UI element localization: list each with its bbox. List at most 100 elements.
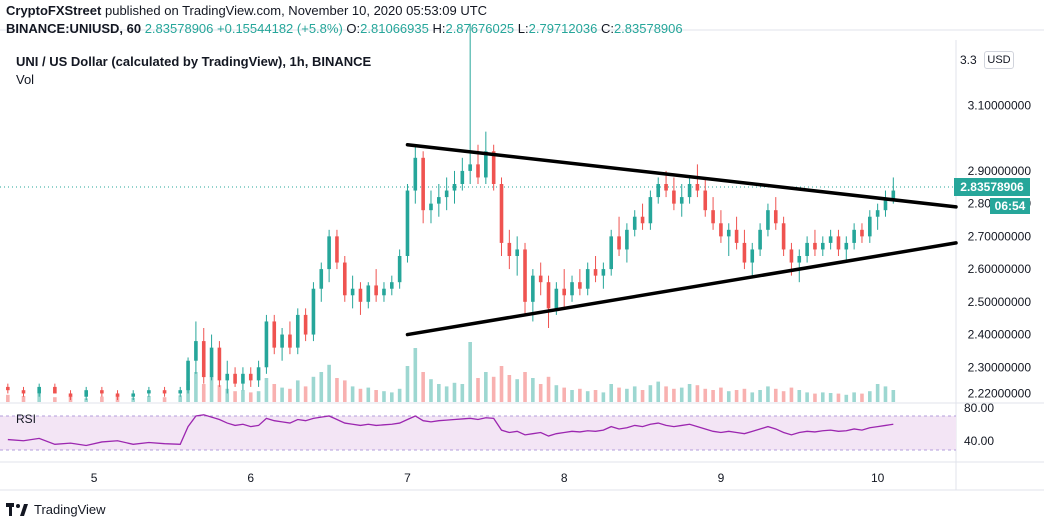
- candle-body: [875, 210, 880, 217]
- candle-body: [750, 249, 755, 263]
- y-tick-label: 2.22000000: [968, 386, 1032, 400]
- volume-bar: [6, 394, 10, 402]
- volume-bar: [703, 388, 708, 402]
- candle-body: [374, 285, 378, 296]
- x-tick-label: 6: [247, 471, 254, 485]
- candle-body: [84, 390, 88, 397]
- candle-body: [413, 157, 418, 191]
- published-text: published on TradingView.com, November 1…: [104, 3, 488, 18]
- candle-body: [335, 236, 339, 263]
- volume-bar: [217, 385, 222, 402]
- ohlc-line: BINANCE:UNIUSD, 60 2.83578906 +0.1554418…: [6, 21, 683, 37]
- volume-bar: [766, 386, 770, 402]
- candle-body: [585, 269, 590, 289]
- candle-body: [225, 373, 230, 381]
- candle-body: [248, 373, 253, 381]
- candle-body: [703, 190, 708, 211]
- volume-bar: [429, 379, 433, 402]
- volume-bar: [648, 385, 653, 402]
- volume-bar: [225, 388, 230, 402]
- x-tick-label: 5: [91, 471, 98, 485]
- volume-bar: [687, 384, 692, 402]
- volume-bar: [444, 386, 449, 402]
- candle-body: [648, 197, 653, 224]
- low-label: L:: [517, 21, 529, 36]
- candle-body: [852, 229, 856, 243]
- candle-body: [695, 184, 700, 191]
- candle-body: [460, 170, 465, 184]
- volume-bar: [585, 391, 590, 402]
- candle-body: [687, 184, 692, 198]
- footer-brand[interactable]: TradingView: [6, 502, 106, 517]
- candle-body: [350, 288, 355, 296]
- volume-bar: [797, 390, 802, 402]
- candle-body: [280, 334, 284, 348]
- volume-bar: [248, 392, 253, 402]
- candle-body: [546, 282, 551, 309]
- candle-body: [789, 249, 794, 263]
- trendline-upper[interactable]: [405, 142, 958, 209]
- open-value: 2.81066935: [360, 21, 429, 36]
- candle-body: [805, 242, 809, 256]
- candle-body: [131, 393, 136, 397]
- candle-body: [209, 347, 214, 378]
- candle-body: [617, 236, 621, 250]
- candle-body: [758, 229, 762, 250]
- candle-body: [820, 242, 825, 250]
- candle-body: [554, 288, 559, 309]
- close-value: 2.83578906: [613, 21, 683, 36]
- rsi-tick-label: 40.00: [964, 434, 994, 448]
- volume-bar: [491, 376, 496, 402]
- volume-bar: [21, 396, 26, 402]
- volume-bar: [632, 386, 637, 402]
- candle-body: [6, 386, 10, 391]
- volume-bar: [640, 390, 645, 402]
- candle-body: [53, 386, 57, 394]
- candle-body: [358, 288, 363, 302]
- currency-button[interactable]: USD: [984, 51, 1014, 69]
- close-label: C:: [600, 21, 614, 36]
- x-tick-label: 8: [561, 471, 568, 485]
- volume-bar: [546, 376, 551, 402]
- candle-body: [241, 373, 245, 384]
- volume-bar: [805, 392, 809, 402]
- volume-bar: [37, 393, 41, 402]
- volume-bar: [883, 386, 888, 402]
- candle-body: [719, 223, 723, 237]
- candle-body: [178, 390, 183, 394]
- candle-body: [366, 285, 371, 302]
- candle-body: [390, 282, 394, 289]
- bar-countdown-tag: 06:54: [990, 198, 1030, 214]
- y-tick-label: 2.70000000: [968, 229, 1032, 243]
- volume-bar: [781, 391, 786, 402]
- candle-body: [781, 223, 786, 250]
- volume-bar: [452, 382, 457, 402]
- volume-bar: [672, 388, 676, 402]
- volume-bar: [280, 387, 284, 402]
- volume-bar: [374, 390, 378, 402]
- volume-bar: [531, 378, 535, 402]
- publisher-name[interactable]: CryptoFXStreet: [6, 3, 102, 18]
- volume-bar: [233, 391, 237, 402]
- candle-body: [609, 236, 614, 270]
- y-tick-label: 2.40000000: [968, 328, 1032, 342]
- volume-bar: [742, 388, 747, 402]
- x-tick-label: 10: [871, 471, 885, 485]
- last-price-tag: 2.83578906: [954, 178, 1030, 196]
- volume-bar: [891, 390, 896, 402]
- volume-bar: [476, 378, 480, 402]
- candle-body: [766, 210, 770, 230]
- volume-bar: [201, 384, 206, 402]
- volume-bar: [507, 375, 512, 402]
- candle-body: [217, 347, 222, 381]
- candle-body: [491, 151, 496, 184]
- candle-body: [303, 314, 308, 335]
- volume-bar: [601, 392, 606, 402]
- candle-body: [405, 190, 410, 256]
- volume-bar: [734, 390, 739, 402]
- volume-bar: [844, 394, 849, 402]
- candle-body: [523, 249, 527, 302]
- volume-bar: [852, 392, 856, 402]
- trendline-lower[interactable]: [405, 241, 958, 337]
